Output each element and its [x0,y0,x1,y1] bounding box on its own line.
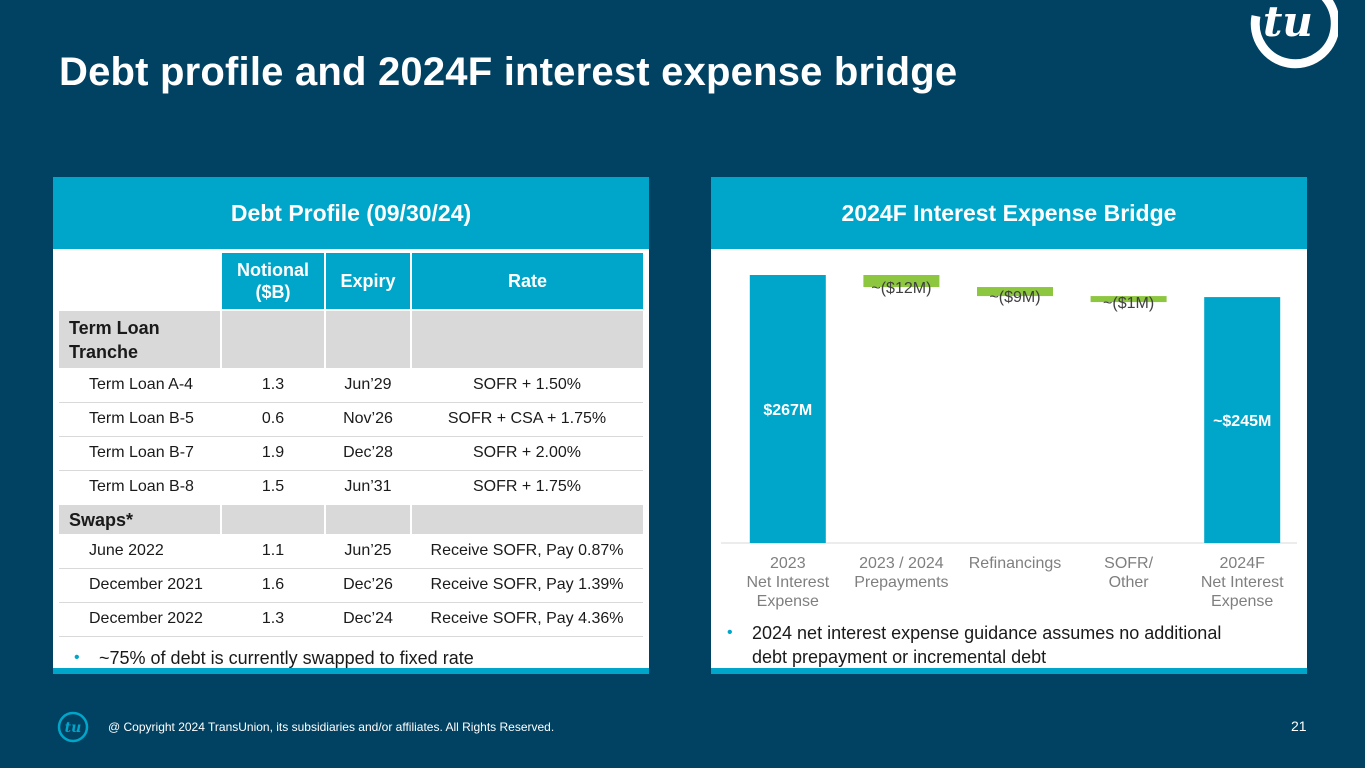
row-expiry: Nov’26 [325,402,411,437]
x-tick-label-line: Refinancings [968,555,1062,572]
table-row: December 2022 1.3 Dec’24 Receive SOFR, P… [59,602,643,637]
x-tick-label-1: 2023 / 2024 Prepayments [841,554,961,592]
row-name: Term Loan B-7 [59,436,221,471]
row-notional: 1.1 [221,534,325,569]
row-notional: 0.6 [221,402,325,437]
x-tick-label-line: Prepayments [854,574,949,591]
row-name: Term Loan B-8 [59,470,221,505]
row-name: Term Loan A-4 [59,368,221,403]
x-tick-label-line: Expense [1211,593,1274,610]
row-rate: Receive SOFR, Pay 0.87% [411,534,643,569]
x-tick-label-line: Net Interest [1200,574,1284,591]
row-rate: SOFR + 1.75% [411,470,643,505]
transunion-small-logo-text: tu [65,720,82,736]
panel-footer-bar [53,668,649,674]
row-expiry: Dec’28 [325,436,411,471]
row-notional: 1.5 [221,470,325,505]
x-tick-label-line: 2023 [770,555,806,572]
row-expiry: Jun’31 [325,470,411,505]
x-tick-label-line: SOFR/ [1104,555,1154,572]
header-rate: Rate [410,253,643,310]
transunion-small-logo: tu [57,711,89,743]
row-notional: 1.3 [221,368,325,403]
section-row: Swaps* [59,503,643,534]
header-blank-cell [59,253,221,310]
row-name: December 2022 [59,602,221,637]
copyright-text: @ Copyright 2024 TransUnion, its subsidi… [108,720,555,734]
bar-3 [1090,296,1167,303]
header-expiry: Expiry [324,253,411,310]
table-row: December 2021 1.6 Dec’26 Receive SOFR, P… [59,568,643,603]
x-tick-label-2: Refinancings [955,554,1075,573]
row-notional: 1.3 [221,602,325,637]
bridge-header: 2024F Interest Expense Bridge [711,177,1307,249]
table-row: Term Loan B-7 1.9 Dec’28 SOFR + 2.00% [59,436,643,471]
section-row: Term Loan Tranche [59,309,643,368]
bridge-footnote: • 2024 net interest expense guidance ass… [727,621,1222,669]
bullet-icon: • [727,624,733,641]
header-notional: Notional ($B) [220,253,325,310]
x-tick-label-line: Net Interest [746,574,830,591]
bar-4 [1204,297,1281,543]
row-expiry: Dec’26 [325,568,411,603]
row-rate: Receive SOFR, Pay 1.39% [411,568,643,603]
table-row: June 2022 1.1 Jun’25 Receive SOFR, Pay 0… [59,534,643,569]
row-notional: 1.9 [221,436,325,471]
bridge-footnote-line2: debt prepayment or incremental debt [752,647,1047,667]
section-label: Term Loan Tranche [59,309,221,368]
row-name: June 2022 [59,534,221,569]
row-notional: 1.6 [221,568,325,603]
bullet-icon: • [74,649,80,666]
debt-profile-panel: Debt Profile (09/30/24) Notional ($B) Ex… [53,177,649,674]
row-expiry: Jun’25 [325,534,411,569]
bar-1 [863,275,940,288]
x-tick-label-3: SOFR/Other [1069,554,1189,592]
bridge-chart: $267M ~($12M) ~($9M) ~($1M) ~$245M [721,275,1297,544]
bridge-panel: 2024F Interest Expense Bridge $267M ~($12… [711,177,1307,674]
page-number: 21 [1291,718,1307,734]
row-expiry: Jun’29 [325,368,411,403]
panel-footer-bar [711,668,1307,674]
row-rate: SOFR + 2.00% [411,436,643,471]
debt-table: Notional ($B) Expiry Rate Term Loan Tran… [59,253,643,637]
section-label: Swaps* [59,503,221,534]
row-name: December 2021 [59,568,221,603]
debt-table-header-row: Notional ($B) Expiry Rate [59,253,643,310]
table-row: Term Loan A-4 1.3 Jun’29 SOFR + 1.50% [59,368,643,403]
table-row: Term Loan B-8 1.5 Jun’31 SOFR + 1.75% [59,470,643,505]
bar-label-2: ~($9M) [989,289,1040,306]
transunion-logo: tu [1250,0,1338,69]
bar-0 [749,275,826,543]
bar-label-3: ~($1M) [1103,295,1154,312]
bar-label-1: ~($12M) [871,280,931,297]
x-tick-label-line: 2023 / 2024 [859,555,944,572]
transunion-logo-text: tu [1263,0,1313,46]
x-tick-label-line: Other [1108,574,1149,591]
row-rate: SOFR + 1.50% [411,368,643,403]
bar-label-0: $267M [763,402,812,419]
row-rate: SOFR + CSA + 1.75% [411,402,643,437]
page-title: Debt profile and 2024F interest expense … [59,50,958,94]
bridge-footnote-line1: 2024 net interest expense guidance assum… [752,623,1222,643]
row-name: Term Loan B-5 [59,402,221,437]
row-expiry: Dec’24 [325,602,411,637]
bar-label-4: ~$245M [1213,413,1271,430]
x-tick-label-0: 2023 Net Interest Expense [728,554,848,611]
debt-footnote-text: ~75% of debt is currently swapped to fix… [99,648,474,668]
debt-footnote: • ~75% of debt is currently swapped to f… [74,646,474,670]
debt-profile-header: Debt Profile (09/30/24) [53,177,649,249]
x-tick-label-line: 2024F [1219,555,1265,572]
x-tick-label-4: 2024F Net Interest Expense [1182,554,1302,611]
table-row: Term Loan B-5 0.6 Nov’26 SOFR + CSA + 1.… [59,402,643,437]
row-rate: Receive SOFR, Pay 4.36% [411,602,643,637]
bar-2 [977,287,1053,297]
x-tick-label-line: Expense [756,593,819,610]
